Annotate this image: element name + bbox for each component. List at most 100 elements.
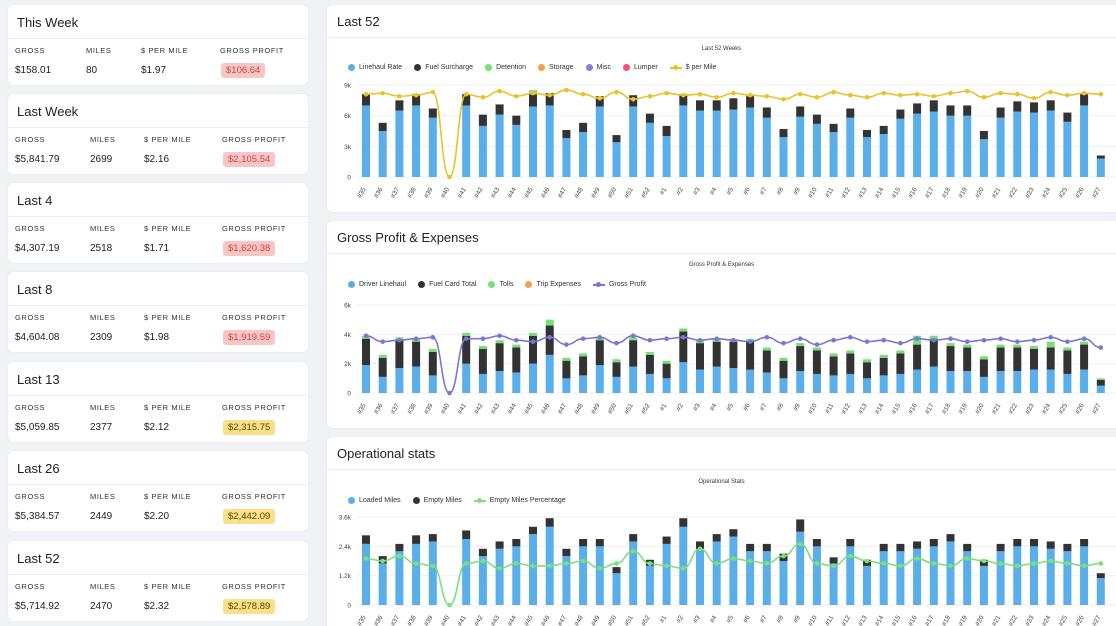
bar-segment [946, 105, 955, 116]
bar-segment [362, 535, 370, 544]
bar-segment [395, 100, 404, 111]
bar-segment [362, 338, 370, 366]
bar-segment [1080, 94, 1089, 106]
col-header-per-mile: $ PER MILE [144, 582, 192, 591]
bar-segment [929, 111, 938, 177]
x-tick-label: #24 [1041, 186, 1053, 199]
series-point [547, 563, 552, 569]
series-point [1065, 92, 1070, 98]
legend-item[interactable]: Empty Miles [412, 497, 462, 504]
x-tick-label: #17 [924, 186, 936, 199]
series-point [948, 90, 953, 96]
chart-title: Operational Stats [698, 479, 745, 485]
series-point [380, 558, 385, 564]
series-point [530, 90, 536, 96]
series-point [764, 561, 770, 566]
series-point [797, 91, 803, 97]
series-point [848, 553, 853, 559]
series-point [413, 92, 419, 98]
legend-item[interactable]: Empty Miles Percentage [473, 497, 566, 504]
series-point [547, 334, 552, 340]
x-tick-label: #7 [759, 402, 769, 412]
bar-segment [1013, 546, 1022, 605]
series-point [714, 94, 719, 100]
x-tick-label: #35 [356, 186, 368, 199]
legend-item[interactable]: Driver Linehaul [348, 281, 406, 288]
x-tick-label: #8 [776, 614, 786, 624]
bar-segment [996, 371, 1005, 393]
bar-segment [1096, 378, 1105, 380]
bar-segment [696, 110, 704, 177]
value-gross: $5,714.92 [15, 601, 60, 612]
x-tick-label: #23 [1024, 186, 1036, 199]
bar-segment [645, 113, 654, 123]
series-point [981, 337, 987, 343]
divider [327, 37, 1116, 38]
value-miles: 2309 [90, 332, 113, 343]
chart-gross-profit-expenses: 0 2k 4k 6k #35 #36 #37 #38 #39 #40 #41 #42 #43 #44 #45… [344, 303, 1116, 415]
series-point [397, 93, 402, 99]
x-tick-label: #14 [874, 402, 886, 415]
legend-item[interactable]: Trip Expenses [525, 281, 581, 288]
bar-segment [412, 105, 421, 177]
legend-item[interactable]: Fuel Surcharge [414, 64, 473, 71]
legend-item[interactable]: Detention [485, 64, 526, 71]
legend-item[interactable]: Fuel Card Total [418, 281, 476, 288]
legend-item[interactable]: Loaded Miles [348, 497, 401, 504]
bar-segment [963, 543, 972, 552]
panel-title: Gross Profit & Expenses [337, 230, 479, 245]
bar-segment [462, 94, 471, 106]
legend-item[interactable]: Linehaul Rate [348, 64, 402, 71]
bar-segment [896, 373, 905, 393]
series-point [914, 91, 920, 97]
bar-segment [1030, 369, 1038, 393]
x-tick-label: #25 [1058, 402, 1070, 415]
legend-item[interactable]: Storage [538, 64, 574, 71]
gross-profit-badge: $1,620.38 [223, 241, 276, 256]
bar-segment [629, 366, 638, 393]
bar-segment [729, 98, 738, 110]
x-tick-label: #18 [941, 402, 953, 415]
series-point [998, 336, 1003, 342]
bar-segment [846, 539, 855, 547]
legend-label: Empty Miles [423, 497, 462, 504]
series-point [1081, 563, 1087, 569]
series-point [1098, 91, 1104, 97]
bar-segment [796, 371, 805, 393]
legend-item[interactable]: $ per Mile [669, 64, 716, 71]
series-point [931, 337, 937, 343]
legend-item[interactable]: Lumper [622, 64, 658, 71]
card-title: Last 8 [17, 282, 53, 297]
bar-segment [696, 100, 704, 111]
legend-item[interactable]: Gross Profit [592, 281, 646, 288]
bar-segment [662, 360, 671, 364]
summary-card: Last 8 GROSS $4,604.08 MILES 2309 $ PER MILE $… [8, 272, 308, 352]
x-tick-label: #26 [1074, 614, 1086, 626]
bar-segment [979, 356, 988, 360]
bar-segment [679, 105, 688, 177]
legend-dot [585, 64, 593, 71]
bar-segment [979, 376, 988, 393]
bar-segment [412, 543, 421, 605]
bar-segment [645, 354, 654, 374]
y-tick-label: 3k [344, 144, 352, 151]
bar-segment [829, 353, 838, 357]
bar-segment [946, 346, 955, 371]
value-miles: 2377 [90, 422, 113, 433]
bar-segment [545, 325, 554, 355]
legend-label: Linehaul Rate [359, 64, 403, 71]
series-point [747, 92, 753, 98]
value-miles: 2699 [90, 154, 113, 165]
series-point [898, 92, 903, 98]
card-title: Last 13 [17, 372, 60, 387]
series-point [964, 556, 970, 561]
legend-item[interactable]: Tolls [488, 281, 513, 288]
col-header-gross: GROSS [15, 403, 46, 412]
series-point [614, 561, 619, 566]
bar-segment [362, 543, 370, 605]
x-tick-label: #21 [991, 614, 1003, 626]
x-tick-label: #14 [874, 614, 886, 626]
x-tick-label: #41 [456, 402, 468, 415]
bar-segment [1046, 548, 1055, 605]
legend-item[interactable]: Misc [585, 64, 611, 71]
